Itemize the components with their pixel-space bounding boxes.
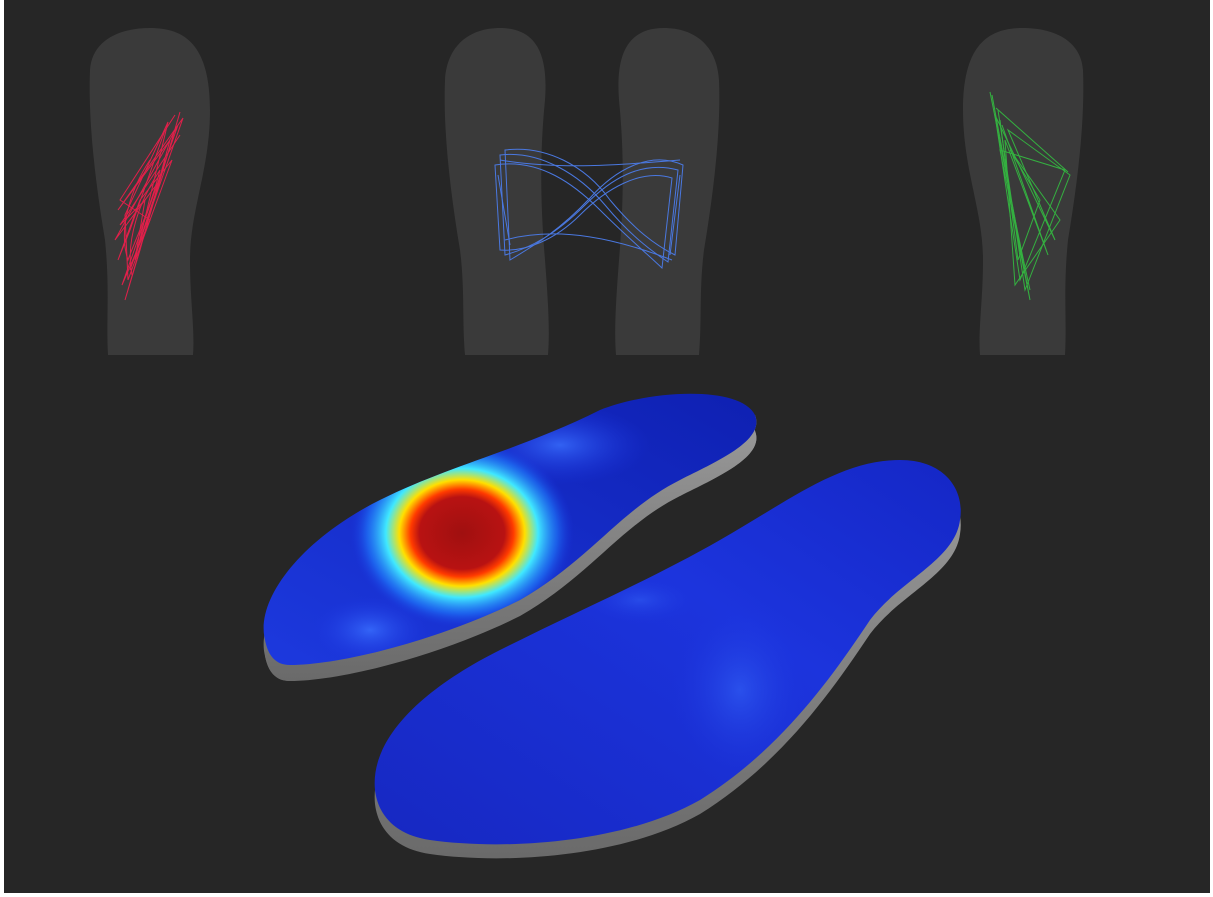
trace-right xyxy=(989,91,1071,301)
trace-left xyxy=(114,111,184,301)
trace-middle xyxy=(494,148,684,270)
footprint-left xyxy=(89,28,210,355)
footprint-middle-right xyxy=(615,28,720,355)
